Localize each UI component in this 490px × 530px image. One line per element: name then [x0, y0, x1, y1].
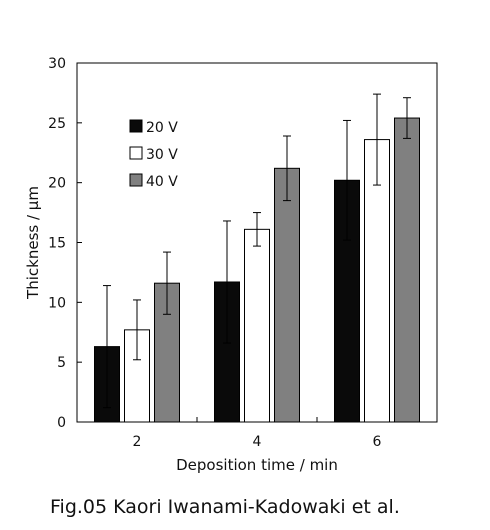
bar — [364, 139, 390, 423]
y-tick-label: 15 — [48, 236, 66, 252]
bar — [244, 228, 270, 423]
legend-swatch — [129, 173, 143, 187]
x-tick-label: 6 — [373, 434, 382, 450]
y-axis: 0 5 10 15 20 25 30 — [48, 56, 82, 431]
y-axis-title: Thickness / μm — [24, 186, 42, 300]
x-tick-label: 2 — [133, 434, 142, 450]
x-tick-label: 4 — [253, 434, 262, 450]
legend: 20 V 30 V 40 V — [129, 119, 178, 190]
figure-caption: Fig.05 Kaori Iwanami-Kadowaki et al. — [50, 496, 400, 518]
legend-swatch — [129, 146, 143, 160]
bar — [394, 117, 420, 423]
x-axis: 2 4 6 — [133, 417, 382, 450]
bar — [214, 281, 240, 423]
y-tick-label: 0 — [57, 415, 66, 431]
legend-label: 40 V — [146, 174, 178, 190]
bar-chart: 0 5 10 15 20 25 30 2 4 6 20 V 30 V 40 V Deposition… — [24, 56, 438, 474]
y-tick-label: 30 — [48, 56, 66, 72]
bar — [274, 167, 300, 423]
y-tick-label: 5 — [57, 355, 66, 371]
error-bars-layer — [103, 93, 411, 409]
y-tick-label: 20 — [48, 176, 66, 192]
legend-swatch — [129, 119, 143, 133]
y-tick-label: 25 — [48, 116, 66, 132]
legend-label: 30 V — [146, 147, 178, 163]
legend-label: 20 V — [146, 120, 178, 136]
x-axis-title: Deposition time / min — [176, 456, 338, 474]
y-tick-label: 10 — [48, 295, 66, 311]
bars-layer — [94, 117, 420, 423]
